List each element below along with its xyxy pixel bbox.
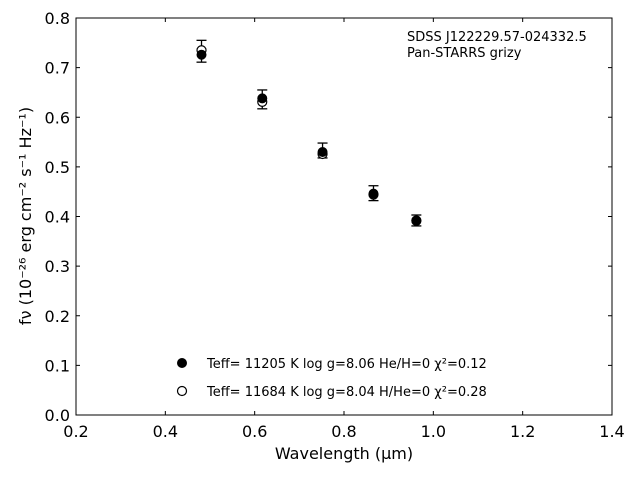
model-point-filled: [368, 188, 379, 199]
y-tick-label: 0.7: [45, 59, 70, 78]
x-axis-title: Wavelength (μm): [275, 444, 413, 463]
annotation-line-2: Pan-STARRS grizy: [407, 46, 522, 61]
x-tick-label: 1.2: [510, 422, 535, 441]
model-point-filled: [257, 93, 268, 104]
annotation-line-1: SDSS J122229.57-024332.5: [407, 30, 587, 45]
model-point-filled: [317, 146, 328, 157]
legend: Teff= 11205 K log g=8.06 He/H=0 χ²=0.12 …: [176, 357, 487, 400]
errorbars-layer: [196, 39, 422, 227]
y-tick-label: 0.3: [45, 257, 70, 276]
x-tick-label: 0.6: [242, 422, 267, 441]
legend-label-2: Teff= 11684 K log g=8.04 H/He=0 χ²=0.28: [206, 385, 487, 400]
y-tick-label: 0.2: [45, 307, 70, 326]
legend-marker-open: [176, 385, 188, 397]
y-axis-title: fν (10⁻²⁶ erg cm⁻² s⁻¹ Hz⁻¹): [16, 107, 35, 325]
legend-marker-filled: [177, 358, 187, 368]
y-tick-label: 0.1: [45, 356, 70, 375]
legend-label-1: Teff= 11205 K log g=8.06 He/H=0 χ²=0.12: [206, 357, 487, 372]
y-tick-label: 0.5: [45, 158, 70, 177]
y-tick-label: 0.4: [45, 208, 70, 227]
model-point-filled: [411, 215, 422, 226]
x-tick-label: 0.2: [63, 422, 88, 441]
plot-frame: [75, 17, 613, 416]
x-tick-label: 0.8: [331, 422, 356, 441]
y-tick-label: 0.6: [45, 108, 70, 127]
x-tick-label: 1.4: [599, 422, 624, 441]
x-tick-label: 0.4: [153, 422, 178, 441]
x-tick-label: 1.0: [421, 422, 446, 441]
model-point-filled: [196, 49, 207, 60]
ticks-layer: 0.2 0.4 0.6 0.8 1.0 1.2 1.4 0.0 0.1 0.2 0.3 0.4 0.5 0…: [45, 9, 625, 441]
points-layer: [196, 45, 422, 226]
y-tick-label: 0.8: [45, 9, 70, 28]
y-tick-label: 0.0: [45, 406, 70, 425]
